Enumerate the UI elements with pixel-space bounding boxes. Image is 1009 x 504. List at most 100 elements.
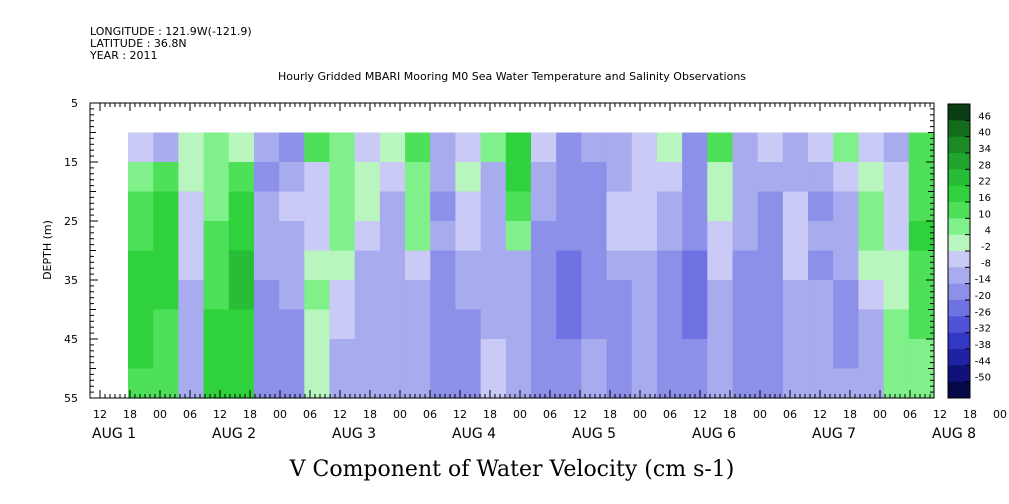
heatmap-cell bbox=[228, 191, 255, 222]
heatmap-cell bbox=[304, 280, 331, 311]
heatmap-cell bbox=[707, 250, 734, 281]
heatmap-cell bbox=[178, 250, 205, 281]
heatmap-cell bbox=[631, 221, 658, 252]
x-tick-label: 18 bbox=[603, 408, 617, 421]
heatmap-cell bbox=[128, 280, 154, 311]
heatmap-cell bbox=[203, 339, 230, 370]
heatmap-cell bbox=[531, 132, 557, 163]
heatmap-cell bbox=[455, 368, 482, 399]
heatmap-cell bbox=[329, 191, 356, 222]
heatmap-cell bbox=[354, 132, 381, 163]
heatmap-cell bbox=[606, 339, 633, 370]
x-tick-label: 06 bbox=[423, 408, 437, 421]
heatmap-cell bbox=[782, 191, 809, 222]
colorbar-swatch bbox=[948, 365, 970, 383]
heatmap-cell bbox=[304, 162, 331, 193]
heatmap-cell bbox=[505, 162, 532, 193]
colorbar-swatch bbox=[948, 202, 970, 219]
heatmap-cell bbox=[808, 250, 834, 281]
heatmap-cell bbox=[808, 309, 834, 340]
heatmap-cell bbox=[178, 162, 205, 193]
heatmap-cell bbox=[379, 339, 406, 370]
heatmap-cell bbox=[656, 250, 683, 281]
heatmap-cell bbox=[178, 309, 205, 340]
heatmap-cell bbox=[908, 191, 935, 222]
heatmap-cell bbox=[329, 339, 356, 370]
chart-title: Hourly Gridded MBARI Mooring M0 Sea Wate… bbox=[278, 70, 746, 83]
heatmap-cell bbox=[883, 221, 910, 252]
x-tick-label: 18 bbox=[363, 408, 377, 421]
colorbar-swatch bbox=[948, 169, 970, 187]
heatmap-cell bbox=[253, 162, 280, 193]
heatmap-cell bbox=[682, 191, 708, 222]
heatmap-cell bbox=[128, 162, 154, 193]
heatmap-cell bbox=[329, 250, 356, 281]
x-tick-label: 18 bbox=[243, 408, 257, 421]
heatmap-cell bbox=[833, 368, 860, 399]
heatmap-cell bbox=[782, 368, 809, 399]
heatmap-cell bbox=[480, 162, 507, 193]
x-tick-label: 18 bbox=[963, 408, 977, 421]
heatmap-cell bbox=[430, 250, 457, 281]
heatmap-cell bbox=[228, 132, 255, 163]
heatmap-cell bbox=[178, 132, 205, 163]
heatmap-cell bbox=[430, 191, 457, 222]
heatmap-cell bbox=[707, 162, 734, 193]
heatmap-cell bbox=[455, 280, 482, 311]
heatmap-cell bbox=[379, 309, 406, 340]
heatmap-cell bbox=[304, 221, 331, 252]
heatmap-cell bbox=[405, 191, 431, 222]
colorbar-label: -38 bbox=[975, 340, 991, 351]
heatmap-cell bbox=[153, 368, 179, 399]
heatmap-cell bbox=[631, 280, 658, 311]
colorbar-swatch bbox=[948, 234, 970, 252]
heatmap-cell bbox=[379, 280, 406, 311]
x-tick-label: 06 bbox=[663, 408, 677, 421]
x-tick-label: 12 bbox=[93, 408, 107, 421]
heatmap-cell bbox=[480, 309, 507, 340]
heatmap-cell bbox=[455, 339, 482, 370]
heatmap-cell bbox=[405, 368, 431, 399]
heatmap-cell bbox=[757, 191, 784, 222]
heatmap-cell bbox=[682, 221, 708, 252]
heatmap-cell bbox=[203, 250, 230, 281]
heatmap-cell bbox=[153, 309, 179, 340]
x-tick-label: 12 bbox=[333, 408, 347, 421]
colorbar-label: -44 bbox=[975, 356, 991, 367]
heatmap-cell bbox=[707, 368, 734, 399]
heatmap-cell bbox=[908, 221, 935, 252]
heatmap-cell bbox=[405, 221, 431, 252]
heatmap-cell bbox=[329, 309, 356, 340]
heatmap-cell bbox=[153, 250, 179, 281]
heatmap-cell bbox=[782, 309, 809, 340]
heatmap-cell bbox=[304, 368, 331, 399]
heatmap-cell bbox=[128, 250, 154, 281]
heatmap-cell bbox=[656, 280, 683, 311]
heatmap-cell bbox=[833, 221, 860, 252]
heatmap-cell bbox=[531, 162, 557, 193]
heatmap-cell bbox=[253, 368, 280, 399]
heatmap-cell bbox=[430, 368, 457, 399]
heatmap-cell bbox=[656, 221, 683, 252]
heatmap-cell bbox=[808, 221, 834, 252]
heatmap-cell bbox=[581, 368, 608, 399]
heatmap-cell bbox=[682, 132, 708, 163]
heatmap-cell bbox=[329, 162, 356, 193]
colorbar: 46 40 34 28 22 16 10 4 -2 -8 -14 -20 -26 -32 -38 -44 -50 bbox=[947, 103, 991, 399]
heatmap-cell bbox=[304, 250, 331, 281]
year-text: YEAR : 2011 bbox=[89, 49, 158, 62]
heatmap-cell bbox=[782, 250, 809, 281]
heatmap-cell bbox=[354, 221, 381, 252]
heatmap-cell bbox=[833, 162, 860, 193]
heatmap-cell bbox=[178, 221, 205, 252]
heatmap-cell bbox=[757, 368, 784, 399]
x-tick-label: 18 bbox=[843, 408, 857, 421]
heatmap-cell bbox=[329, 368, 356, 399]
heatmap-cell bbox=[405, 339, 431, 370]
x-tick-label: 06 bbox=[183, 408, 197, 421]
heatmap-cell bbox=[682, 309, 708, 340]
colorbar-swatch bbox=[948, 349, 970, 366]
x-tick-label: 00 bbox=[993, 408, 1007, 421]
heatmap-cell bbox=[732, 339, 759, 370]
